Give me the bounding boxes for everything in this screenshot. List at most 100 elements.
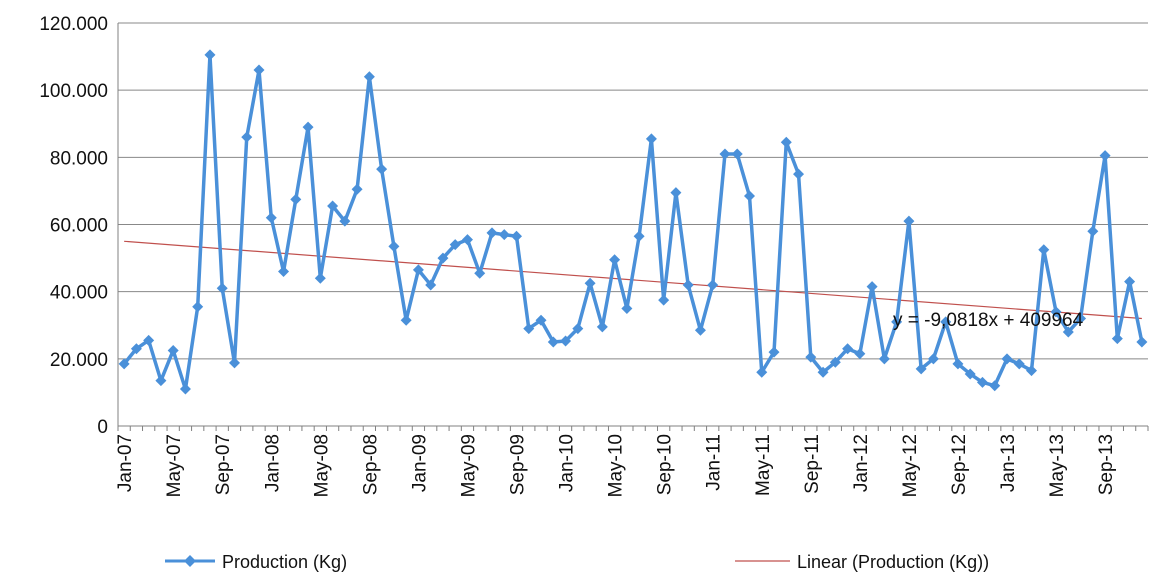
data-point-marker [976,376,988,388]
data-point-marker [1050,306,1062,318]
data-point-marker [927,353,939,365]
y-tick-label: 40.000 [50,283,108,304]
data-point-marker [167,344,179,356]
x-tick-label: Jan-07 [115,434,136,492]
x-tick-label: May-11 [753,434,774,496]
data-point-marker [437,252,449,264]
data-point-marker [842,343,854,355]
data-point-marker [756,366,768,378]
x-tick-label: May-13 [1047,434,1068,497]
data-point-marker [964,368,976,380]
trendline-equation-label: y = -9,0818x + 409964 [893,310,1084,331]
data-point-marker [682,279,694,291]
data-point-marker [658,294,670,306]
data-point-marker [609,254,621,266]
x-tick-label: Jan-09 [409,434,430,492]
data-point-marker [241,131,253,143]
x-tick-label: Sep-08 [360,434,381,495]
data-point-marker [621,302,633,314]
data-point-marker [302,121,314,133]
data-point-marker [474,267,486,279]
data-point-marker [940,316,952,328]
data-point-marker [327,200,339,212]
data-point-marker [1013,358,1025,370]
data-point-marker [1038,244,1050,256]
x-tick-label: Sep-07 [213,434,234,495]
x-tick-label: May-12 [900,434,921,497]
legend-trend-label: Linear (Production (Kg)) [797,552,989,572]
data-point-marker [645,133,657,145]
data-point-marker [511,230,523,242]
x-tick-label: Sep-12 [949,434,970,495]
data-point-marker [1001,353,1013,365]
x-tick-label: Sep-09 [508,434,529,495]
data-point-marker [952,358,964,370]
data-point-marker [547,336,559,348]
x-tick-label: Sep-10 [655,434,676,495]
y-tick-label: 80.000 [50,148,108,169]
data-point-marker [388,240,400,252]
data-point-marker [228,357,240,369]
x-tick-label: May-08 [311,434,332,497]
x-tick-label: Jan-12 [851,434,872,492]
data-point-marker [805,351,817,363]
data-point-marker [278,266,290,278]
data-point-marker [192,301,204,313]
data-point-marker [817,366,829,378]
x-tick-label: Jan-13 [998,434,1019,492]
data-point-marker [1099,150,1111,162]
data-point-marker [878,353,890,365]
legend-series-marker [184,555,196,567]
data-point-marker [866,281,878,293]
data-point-marker [376,163,388,175]
data-point-marker [449,239,461,251]
data-point-marker [1062,326,1074,338]
y-tick-label: 60.000 [50,216,108,237]
y-tick-label: 120.000 [39,14,108,35]
data-point-marker [731,148,743,160]
data-point-marker [155,375,167,387]
data-point-marker [425,279,437,291]
data-point-marker [903,215,915,227]
data-point-marker [204,49,216,61]
data-point-marker [829,356,841,368]
data-point-marker [780,136,792,148]
data-point-marker [290,193,302,205]
data-point-marker [891,316,903,328]
x-tick-label: Jan-10 [557,434,578,492]
data-point-marker [1087,225,1099,237]
y-tick-label: 0 [97,417,108,438]
data-point-marker [143,334,155,346]
data-point-marker [1124,276,1136,288]
data-point-marker [314,272,326,284]
x-tick-label: Sep-11 [802,434,823,494]
data-point-marker [768,346,780,358]
data-point-marker [118,358,130,370]
x-tick-label: May-10 [606,434,627,497]
data-point-marker [412,264,424,276]
data-point-marker [596,321,608,333]
data-point-marker [743,190,755,202]
data-point-marker [265,212,277,224]
data-point-marker [339,215,351,227]
legend-series-label: Production (Kg) [222,552,347,572]
y-tick-label: 100.000 [39,81,108,102]
data-point-marker [1136,336,1148,348]
data-point-marker [719,148,731,160]
data-point-marker [130,343,142,355]
data-point-marker [915,363,927,375]
data-point-marker [351,183,363,195]
x-tick-label: May-07 [164,434,185,497]
data-point-marker [584,277,596,289]
data-point-marker [633,230,645,242]
data-point-marker [854,348,866,360]
data-point-marker [461,234,473,246]
data-point-marker [572,323,584,335]
data-point-marker [793,168,805,180]
data-point-marker [179,383,191,395]
x-tick-label: May-09 [458,434,479,497]
data-point-marker [498,229,510,241]
x-tick-label: Jan-11 [704,434,725,491]
